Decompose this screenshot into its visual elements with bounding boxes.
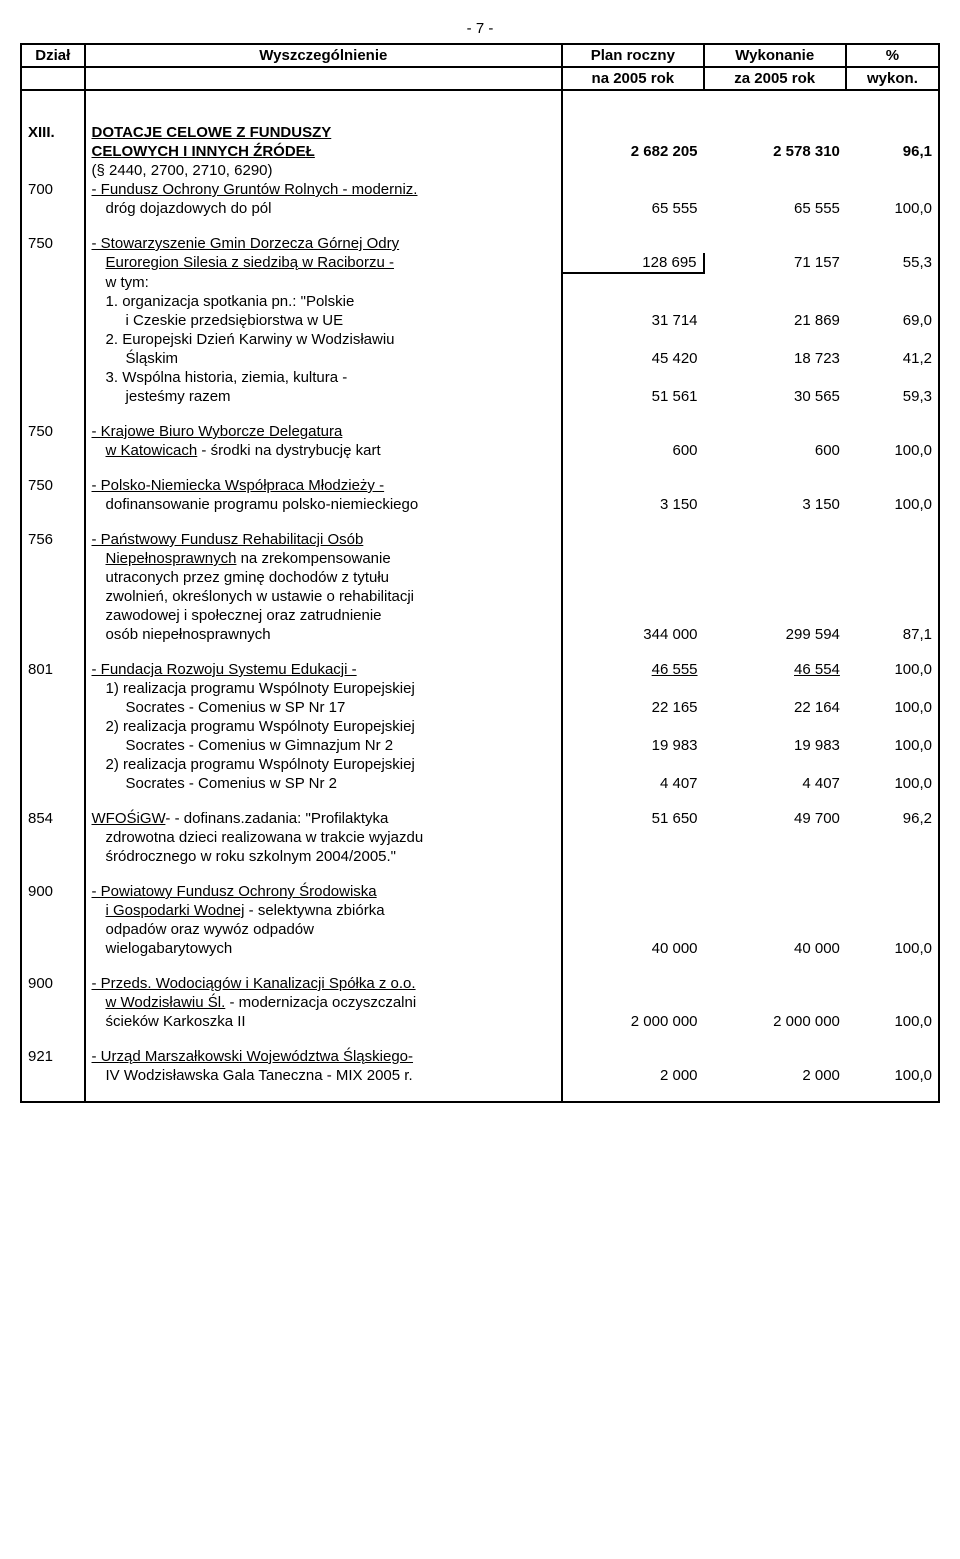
document-page: - 7 - Dział Wyszczególnienie Plan roczny… bbox=[20, 20, 940, 1103]
col-sub-wyszcz bbox=[85, 67, 563, 90]
col-header-wyszcz: Wyszczególnienie bbox=[85, 44, 563, 67]
table-row: zawodowej i społecznej oraz zatrudnienie bbox=[21, 606, 939, 625]
spacer-row bbox=[21, 514, 939, 530]
spacer-row bbox=[21, 406, 939, 422]
spacer-row bbox=[21, 218, 939, 234]
table-row: w Wodzisławiu Śl. - modernizacja oczyszc… bbox=[21, 993, 939, 1012]
table-row: zdrowotna dzieci realizowana w trakcie w… bbox=[21, 828, 939, 847]
spacer-row bbox=[21, 958, 939, 974]
table-row: śródrocznego w roku szkolnym 2004/2005." bbox=[21, 847, 939, 866]
table-row: 750- Polsko-Niemiecka Współpraca Młodzie… bbox=[21, 476, 939, 495]
spacer-row bbox=[21, 866, 939, 882]
table-row: 2) realizacja programu Wspólnoty Europej… bbox=[21, 717, 939, 736]
table-row: 854WFOŚiGW- - dofinans.zadania: "Profila… bbox=[21, 809, 939, 828]
col-sub-pct: wykon. bbox=[846, 67, 939, 90]
spacer-row bbox=[21, 644, 939, 660]
table-row: Śląskim45 42018 72341,2 bbox=[21, 349, 939, 368]
budget-table: Dział Wyszczególnienie Plan roczny Wykon… bbox=[20, 43, 940, 1103]
table-row: odpadów oraz wywóz odpadów bbox=[21, 920, 939, 939]
table-row: i Czeskie przedsiębiorstwa w UE31 71421 … bbox=[21, 311, 939, 330]
spacer-row bbox=[21, 793, 939, 809]
table-row: i Gospodarki Wodnej - selektywna zbiórka bbox=[21, 901, 939, 920]
table-row: 900- Powiatowy Fundusz Ochrony Środowisk… bbox=[21, 882, 939, 901]
table-row: Niepełnosprawnych na zrekompensowanie bbox=[21, 549, 939, 568]
table-row: 1. organizacja spotkania pn.: "Polskie bbox=[21, 292, 939, 311]
table-row: 900- Przeds. Wodociągów i Kanalizacji Sp… bbox=[21, 974, 939, 993]
table-row: 750- Stowarzyszenie Gmin Dorzecza Górnej… bbox=[21, 234, 939, 253]
table-row: utraconych przez gminę dochodów z tytułu bbox=[21, 568, 939, 587]
table-row: dofinansowanie programu polsko-niemiecki… bbox=[21, 495, 939, 514]
col-sub-wyk: za 2005 rok bbox=[704, 67, 846, 90]
table-row: 756- Państwowy Fundusz Rehabilitacji Osó… bbox=[21, 530, 939, 549]
spacer-row bbox=[21, 107, 939, 123]
table-row: Socrates - Comenius w SP Nr 24 4074 4071… bbox=[21, 774, 939, 793]
page-number: - 7 - bbox=[20, 20, 940, 37]
spacer-row bbox=[21, 90, 939, 107]
section-note-row: (§ 2440, 2700, 2710, 6290) bbox=[21, 161, 939, 180]
table-row: 750- Krajowe Biuro Wyborcze Delegatura bbox=[21, 422, 939, 441]
table-row: 921- Urząd Marszałkowski Województwa Ślą… bbox=[21, 1047, 939, 1066]
table-row: zwolnień, określonych w ustawie o rehabi… bbox=[21, 587, 939, 606]
table-row: ścieków Karkoszka II2 000 0002 000 00010… bbox=[21, 1012, 939, 1031]
table-row: jesteśmy razem51 56130 56559,3 bbox=[21, 387, 939, 406]
col-header-wyk: Wykonanie bbox=[704, 44, 846, 67]
table-row: 801- Fundacja Rozwoju Systemu Edukacji -… bbox=[21, 660, 939, 679]
table-row: osób niepełnosprawnych344 000299 59487,1 bbox=[21, 625, 939, 644]
table-row: dróg dojazdowych do pól65 55565 555100,0 bbox=[21, 199, 939, 218]
section-total-row: CELOWYCH I INNYCH ŹRÓDEŁ2 682 2052 578 3… bbox=[21, 142, 939, 161]
col-sub-plan: na 2005 rok bbox=[562, 67, 703, 90]
table-row: 700- Fundusz Ochrony Gruntów Rolnych - m… bbox=[21, 180, 939, 199]
table-row: Socrates - Comenius w SP Nr 1722 16522 1… bbox=[21, 698, 939, 717]
table-row: w tym: bbox=[21, 273, 939, 292]
table-row: wielogabarytowych40 00040 000100,0 bbox=[21, 939, 939, 958]
col-header-dzial: Dział bbox=[21, 44, 85, 67]
table-row: 2. Europejski Dzień Karwiny w Wodzisławi… bbox=[21, 330, 939, 349]
spacer-row bbox=[21, 1085, 939, 1102]
table-row: Socrates - Comenius w Gimnazjum Nr 219 9… bbox=[21, 736, 939, 755]
table-row: 3. Wspólna historia, ziemia, kultura - bbox=[21, 368, 939, 387]
section-title-row: XIII.DOTACJE CELOWE Z FUNDUSZY bbox=[21, 123, 939, 142]
table-row: IV Wodzisławska Gala Taneczna - MIX 2005… bbox=[21, 1066, 939, 1085]
spacer-row bbox=[21, 1031, 939, 1047]
col-header-pct: % bbox=[846, 44, 939, 67]
table-row: 2) realizacja programu Wspólnoty Europej… bbox=[21, 755, 939, 774]
col-sub-dzial bbox=[21, 67, 85, 90]
table-row: 1) realizacja programu Wspólnoty Europej… bbox=[21, 679, 939, 698]
col-header-plan: Plan roczny bbox=[562, 44, 703, 67]
table-row: Euroregion Silesia z siedzibą w Raciborz… bbox=[21, 253, 939, 273]
table-row: w Katowicach - środki na dystrybucję kar… bbox=[21, 441, 939, 460]
spacer-row bbox=[21, 460, 939, 476]
